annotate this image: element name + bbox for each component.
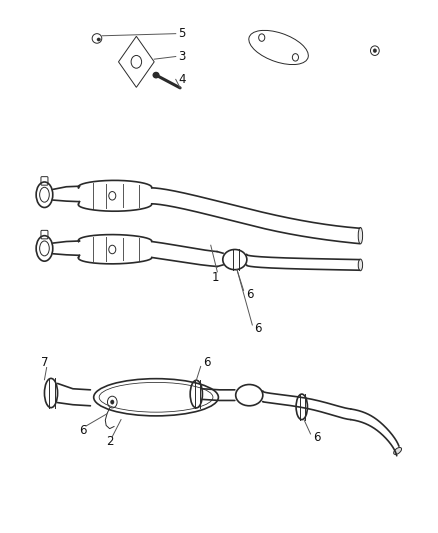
Text: 6: 6 [312,431,319,444]
Ellipse shape [97,38,100,41]
Ellipse shape [393,447,401,455]
Ellipse shape [153,72,159,78]
Ellipse shape [110,400,114,404]
Text: 6: 6 [254,322,261,335]
Text: 3: 3 [177,50,185,63]
Text: 4: 4 [177,73,185,86]
Ellipse shape [357,228,362,244]
Text: 6: 6 [79,424,87,437]
Text: 2: 2 [106,435,113,448]
Text: 5: 5 [177,27,185,40]
Ellipse shape [357,259,362,271]
Text: 1: 1 [211,271,219,284]
Text: 7: 7 [41,356,48,369]
Text: 6: 6 [202,356,210,369]
Ellipse shape [372,49,376,53]
Text: 6: 6 [245,288,253,301]
